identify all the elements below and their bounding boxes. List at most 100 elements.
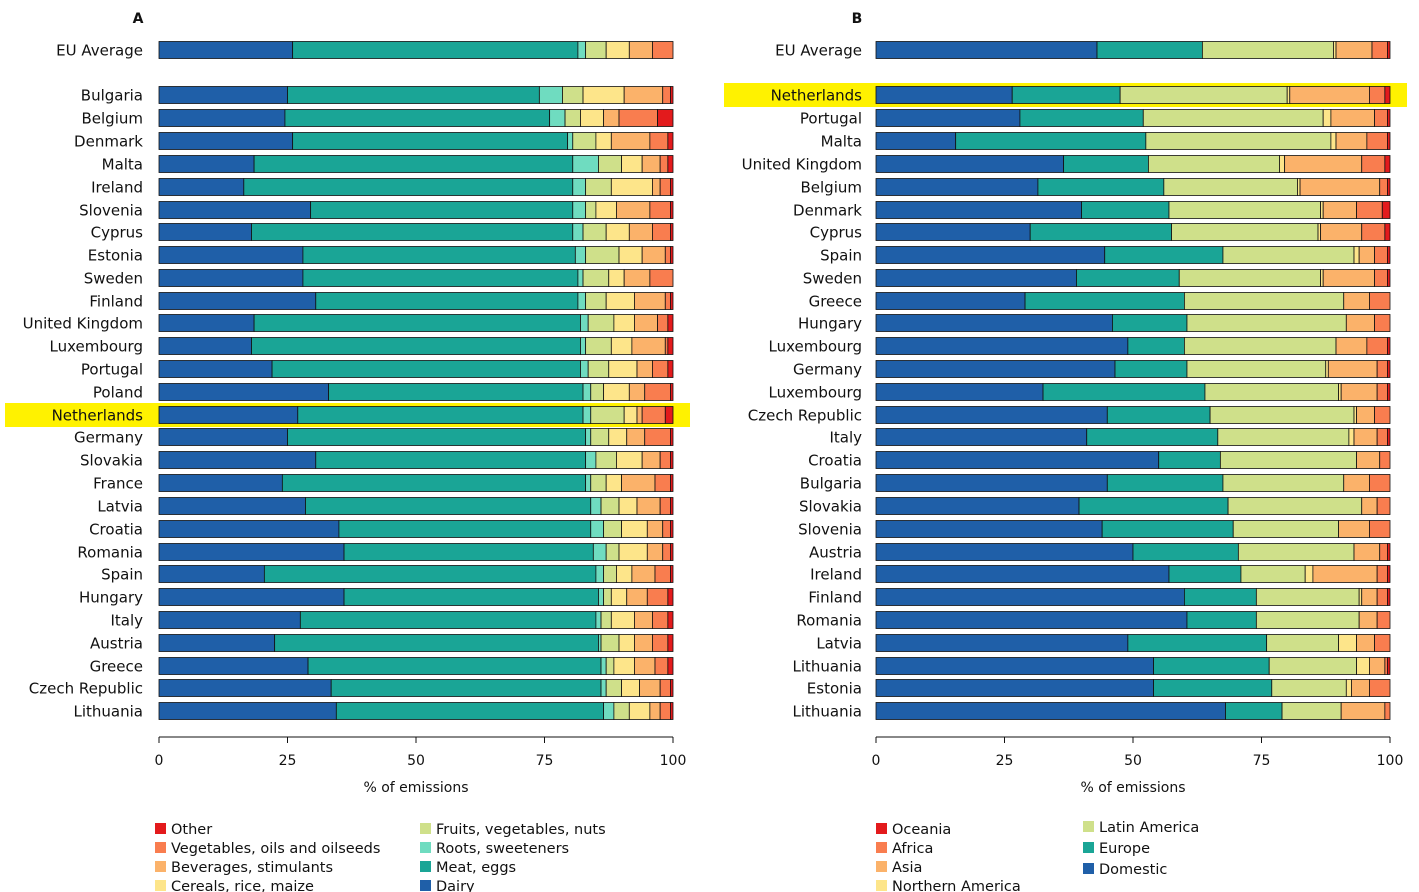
bar-segment-asia (1284, 155, 1363, 173)
legend-label: Africa (892, 841, 933, 857)
bar-row-ireland: Ireland (810, 565, 1391, 584)
bar-segment-domestic (875, 634, 1129, 652)
legend-label: Roots, sweeteners (436, 841, 569, 857)
bar-segment-asia (1320, 223, 1363, 241)
legend-swatch (1083, 863, 1094, 874)
bar-segment-roots-sweeteners (603, 702, 615, 720)
bar-segment-cereals-rice-maize (621, 679, 640, 697)
bar-segment-meat-eggs (271, 360, 581, 378)
bar-segment-vegetables-oils-and-oilseeds (644, 428, 671, 446)
bar-segment-latin-america (1145, 132, 1332, 150)
bar-segment-cereals-rice-maize (605, 41, 630, 59)
category-label: Spain (101, 566, 143, 584)
bar-row-slovenia: Slovenia (798, 520, 1391, 539)
bar-segment-latin-america (1168, 201, 1322, 219)
bar-segment-fruits-vegetables-nuts (585, 292, 607, 310)
bar-row-bulgaria: Bulgaria (81, 86, 674, 105)
bar-segment-cereals-rice-maize (608, 360, 638, 378)
legend-label: Domestic (1099, 862, 1167, 878)
legend-item-africa: Africa (876, 841, 933, 857)
bar-segment-fruits-vegetables-nuts (600, 634, 620, 652)
bar-segment-beverages-stimulants (636, 360, 653, 378)
bar-segment-latin-america (1271, 679, 1347, 697)
category-label: United Kingdom (23, 315, 143, 333)
bar-segment-domestic (875, 451, 1160, 469)
bar-segment-dairy (158, 451, 317, 469)
bar-segment-oceania (1384, 155, 1391, 173)
bar-row-ireland: Ireland (91, 178, 674, 197)
bar-segment-vegetables-oils-and-oilseeds (649, 269, 674, 287)
bar-segment-dairy (158, 223, 252, 241)
bar-segment-cereals-rice-maize (613, 314, 635, 332)
bar-segment-domestic (875, 497, 1080, 515)
bar-row-malta: Malta (102, 155, 674, 174)
bar-segment-europe (1078, 497, 1229, 515)
bar-segment-latin-america (1255, 588, 1360, 606)
bar-segment-fruits-vegetables-nuts (585, 337, 612, 355)
category-label: Austria (809, 544, 862, 562)
legend-label: Cereals, rice, maize (171, 879, 314, 892)
legend-item-europe: Europe (1083, 841, 1150, 857)
bar-segment-europe (1106, 474, 1224, 492)
bar-segment-cereals-rice-maize (621, 155, 643, 173)
bar-segment-fruits-vegetables-nuts (582, 269, 610, 287)
bar-segment-roots-sweeteners (585, 451, 597, 469)
legend-item-fruits-vegetables-nuts: Fruits, vegetables, nuts (420, 822, 606, 838)
bar-segment-beverages-stimulants (610, 132, 651, 150)
bar-row-germany: Germany (793, 360, 1391, 379)
bar-segment-dairy (158, 497, 306, 515)
bar-segment-latin-america (1222, 474, 1345, 492)
bar-segment-africa (1379, 178, 1388, 196)
bar-segment-dairy (158, 657, 309, 675)
bar-segment-europe (1127, 337, 1185, 355)
bar-segment-domestic (875, 292, 1026, 310)
bar-segment-meat-eggs (253, 155, 574, 173)
bar-row-spain: Spain (820, 246, 1391, 265)
legend-item-roots-sweeteners: Roots, sweeteners (420, 841, 569, 857)
bar-segment-other (667, 337, 674, 355)
bar-segment-europe (1186, 611, 1257, 629)
bar-row-austria: Austria (809, 543, 1391, 562)
bar-segment-oceania (1387, 246, 1391, 264)
category-label: Ireland (810, 566, 862, 584)
bar-segment-beverages-stimulants (628, 223, 653, 241)
bar-row-latvia: Latvia (816, 634, 1391, 653)
bar-segment-africa (1369, 292, 1391, 310)
bar-segment-asia (1327, 360, 1378, 378)
bar-segment-cereals-rice-maize (616, 565, 633, 583)
category-label: Sweden (84, 270, 143, 288)
bar-row-czech-republic: Czech Republic (748, 406, 1391, 425)
bar-segment-fruits-vegetables-nuts (564, 109, 581, 127)
bar-segment-meat-eggs (263, 565, 597, 583)
bar-segment-other (670, 223, 674, 241)
bar-row-estonia: Estonia (88, 246, 674, 265)
category-label: Ireland (91, 179, 143, 197)
bar-segment-europe (1153, 657, 1270, 675)
bar-segment-roots-sweeteners (572, 223, 584, 241)
bar-row-luxembourg: Luxembourg (769, 337, 1391, 356)
bar-segment-domestic (875, 406, 1108, 424)
bar-segment-fruits-vegetables-nuts (562, 86, 584, 104)
bar-segment-fruits-vegetables-nuts (590, 428, 610, 446)
bar-segment-oceania (1384, 86, 1391, 104)
x-tick-label: 25 (279, 753, 297, 769)
bar-row-poland: Poland (93, 383, 674, 402)
bar-segment-dairy (158, 246, 304, 264)
bar-segment-asia (1340, 702, 1386, 720)
bar-segment-dairy (158, 474, 283, 492)
category-label: EU Average (775, 42, 862, 60)
bar-segment-cereals-rice-maize (623, 406, 638, 424)
bar-row-hungary: Hungary (79, 588, 674, 607)
bar-row-croatia: Croatia (89, 520, 674, 539)
bar-row-czech-republic: Czech Republic (29, 679, 674, 698)
bar-segment-cereals-rice-maize (618, 543, 648, 561)
bar-row-cyprus: Cyprus (810, 223, 1391, 242)
bar-segment-northern-america (1353, 246, 1360, 264)
bar-segment-meat-eggs (292, 132, 569, 150)
bar-segment-africa (1379, 451, 1391, 469)
bar-segment-other (667, 132, 674, 150)
bar-segment-other (667, 588, 674, 606)
bar-segment-meat-eggs (315, 292, 579, 310)
category-label: Bulgaria (800, 475, 862, 493)
bar-segment-dairy (158, 132, 294, 150)
